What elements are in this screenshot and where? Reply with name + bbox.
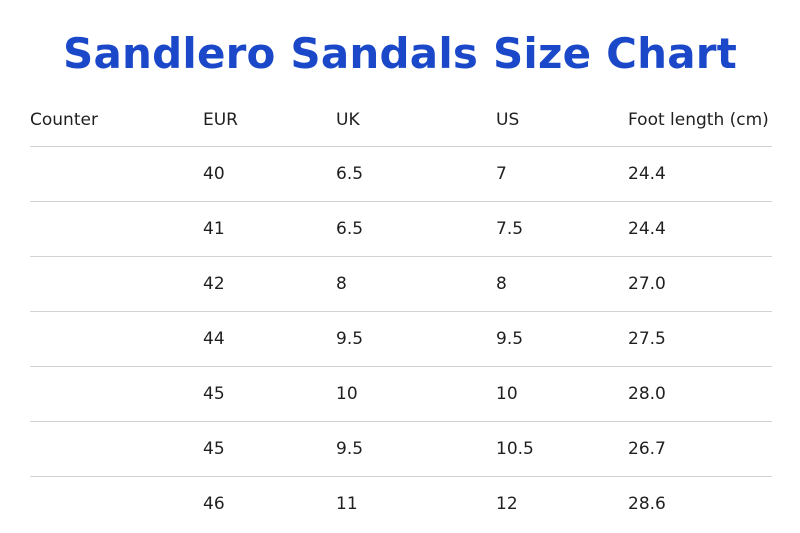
cell-eur: 46 bbox=[203, 494, 225, 514]
cell-foot-length: 28.6 bbox=[628, 494, 666, 514]
cell-counter bbox=[30, 311, 203, 367]
cell-uk: 9.5 bbox=[336, 421, 496, 477]
cell-eur: 45 bbox=[203, 366, 336, 422]
column-header-eur: EUR bbox=[203, 93, 336, 147]
column-header-foot-length: Foot length (cm) bbox=[628, 93, 772, 147]
cell-counter bbox=[30, 146, 203, 202]
table-row: 45 9.5 10.5 26.7 bbox=[30, 421, 772, 477]
cell-us: 9.5 bbox=[496, 311, 628, 367]
table-row: 44 9.5 9.5 27.5 bbox=[30, 311, 772, 367]
cell-foot-length: 24.4 bbox=[628, 201, 772, 257]
cell-foot-length: 28.0 bbox=[628, 366, 772, 422]
cell-uk: 10 bbox=[336, 366, 496, 422]
column-header-counter: Counter bbox=[30, 93, 203, 147]
cell-counter bbox=[30, 477, 203, 532]
cell-foot-length: 26.7 bbox=[628, 421, 772, 477]
cell-foot-length: 27.5 bbox=[628, 311, 772, 367]
cell-eur: 44 bbox=[203, 311, 336, 367]
cell-us: 7.5 bbox=[496, 201, 628, 257]
table-header-row: Counter EUR UK US Foot length (cm) bbox=[30, 93, 772, 147]
cell-us: 7 bbox=[496, 146, 628, 202]
cell-uk: 8 bbox=[336, 256, 496, 312]
cell-counter bbox=[30, 421, 203, 477]
cell-uk: 9.5 bbox=[336, 311, 496, 367]
table-row: 41 6.5 7.5 24.4 bbox=[30, 201, 772, 257]
cell-counter bbox=[30, 366, 203, 422]
cell-eur: 45 bbox=[203, 421, 336, 477]
cell-foot-length: 27.0 bbox=[628, 256, 772, 312]
cell-us: 8 bbox=[496, 256, 628, 312]
cell-counter bbox=[30, 256, 203, 312]
page-title: Sandlero Sandals Size Chart bbox=[63, 29, 737, 78]
cell-uk: 11 bbox=[336, 494, 358, 514]
cell-foot-length: 24.4 bbox=[628, 146, 772, 202]
cell-us: 12 bbox=[496, 494, 518, 514]
column-header-us: US bbox=[496, 93, 628, 147]
cell-uk: 6.5 bbox=[336, 201, 496, 257]
table-row: 42 8 8 27.0 bbox=[30, 256, 772, 312]
cell-counter bbox=[30, 201, 203, 257]
cell-eur: 41 bbox=[203, 201, 336, 257]
size-chart-table: Counter EUR UK US Foot length (cm) 40 6.… bbox=[30, 93, 772, 531]
table-row: 46 11 12 28.6 bbox=[30, 477, 772, 532]
cell-uk: 6.5 bbox=[336, 146, 496, 202]
column-header-uk: UK bbox=[336, 93, 496, 147]
cell-us: 10 bbox=[496, 366, 628, 422]
cell-eur: 40 bbox=[203, 146, 336, 202]
table-row: 40 6.5 7 24.4 bbox=[30, 146, 772, 202]
cell-eur: 42 bbox=[203, 256, 336, 312]
table-row: 45 10 10 28.0 bbox=[30, 366, 772, 422]
cell-us: 10.5 bbox=[496, 421, 628, 477]
